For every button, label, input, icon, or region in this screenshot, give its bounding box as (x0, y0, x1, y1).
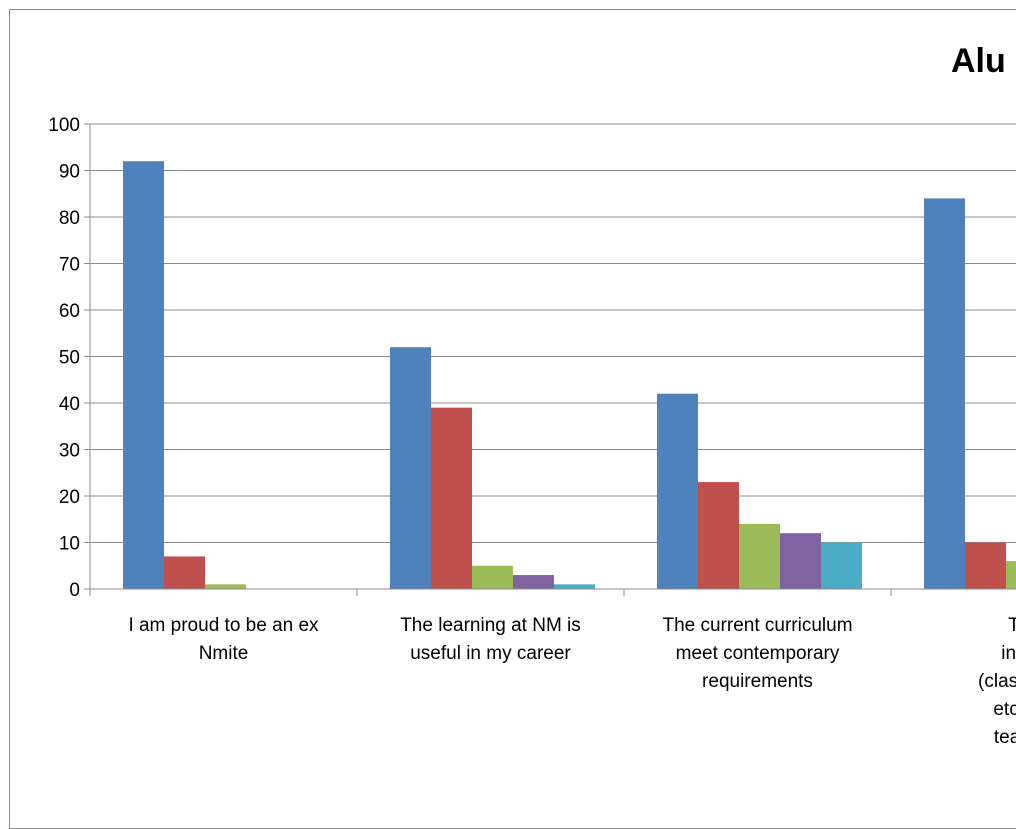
x-category-label: etc.) su (993, 699, 1016, 720)
bar (1006, 561, 1016, 589)
y-tick-label: 30 (59, 441, 80, 462)
y-tick-label: 60 (59, 301, 80, 322)
labels: 0 10 20 30 40 50 60 70 80 90 100 I am proud to be a… (48, 115, 1016, 748)
x-category-label: useful in my career (410, 643, 571, 664)
x-category-label: The (1008, 615, 1016, 636)
x-category-label: I am proud to be an ex (128, 615, 319, 636)
bar (390, 347, 431, 589)
y-tick-label: 50 (59, 348, 80, 369)
y-tick-label: 40 (59, 394, 80, 415)
gridlines (90, 123, 1016, 543)
chart-title: Alu (951, 42, 1006, 80)
y-tick-label: 100 (48, 115, 80, 136)
bar (123, 161, 164, 589)
bar (513, 575, 554, 589)
bar (205, 584, 246, 589)
bar (431, 407, 472, 589)
bar (780, 533, 821, 589)
x-category-label: requirements (702, 671, 813, 692)
y-tick-label: 90 (59, 162, 80, 183)
x-category-label: The learning at NM is (400, 615, 581, 636)
bars (123, 161, 1016, 589)
x-category-label: The current curriculum (662, 615, 852, 636)
bar (554, 584, 595, 589)
x-category-label: teachin (994, 727, 1016, 748)
bar (924, 198, 965, 589)
y-tick-label: 20 (59, 487, 80, 508)
bar (164, 556, 205, 589)
bar (698, 482, 739, 589)
x-category-label: meet contemporary (676, 643, 840, 664)
bar (965, 542, 1006, 589)
y-tick-label: 0 (69, 580, 80, 601)
x-category-label: Nmite (199, 643, 249, 664)
axes (84, 123, 1016, 596)
y-tick-label: 70 (59, 255, 80, 276)
x-category-label: infras (1001, 643, 1016, 664)
y-tick-label: 10 (59, 534, 80, 555)
y-tick-label: 80 (59, 208, 80, 229)
bar (657, 393, 698, 589)
bar (472, 565, 513, 589)
bar (739, 523, 780, 589)
x-category-label: (classroom (978, 671, 1016, 692)
bar (821, 542, 862, 589)
